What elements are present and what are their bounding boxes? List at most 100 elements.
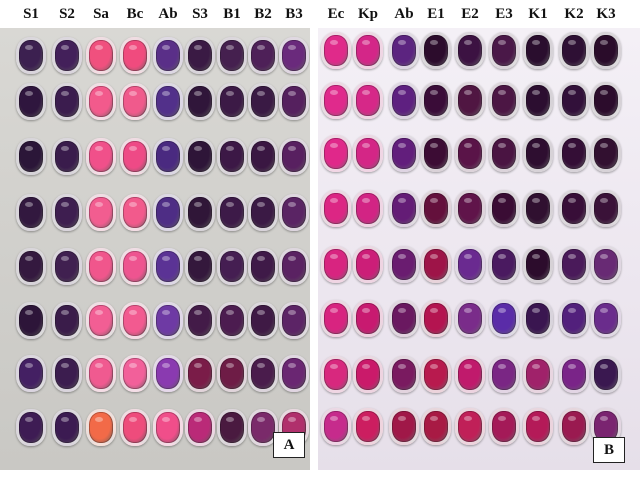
well (591, 246, 621, 283)
well (185, 302, 215, 339)
well (321, 246, 351, 283)
well (455, 190, 485, 227)
well (353, 408, 383, 445)
well (455, 135, 485, 172)
well (217, 138, 247, 175)
well (153, 248, 183, 285)
well (279, 302, 309, 339)
well (16, 37, 46, 74)
well (389, 82, 419, 119)
well (86, 37, 116, 74)
well (52, 248, 82, 285)
well (523, 408, 553, 445)
well (353, 190, 383, 227)
well (217, 194, 247, 231)
well (16, 248, 46, 285)
well (489, 82, 519, 119)
well (86, 194, 116, 231)
well (185, 37, 215, 74)
column-label: K1 (528, 6, 548, 22)
column-label: B3 (285, 6, 303, 22)
well (489, 135, 519, 172)
well (185, 194, 215, 231)
well (591, 82, 621, 119)
well (559, 190, 589, 227)
panel-a: S1 S2 Sa Bc Ab S3 B1 B2 B3 A (0, 0, 310, 470)
column-label: Ec (327, 6, 345, 22)
panel-label: A (273, 432, 305, 458)
column-label: Ab (394, 6, 414, 22)
column-label: S3 (192, 6, 208, 22)
column-label: E2 (461, 6, 479, 22)
well (389, 32, 419, 69)
well (591, 190, 621, 227)
panel-label: B (593, 437, 625, 463)
well (489, 32, 519, 69)
well (153, 194, 183, 231)
well (489, 300, 519, 337)
well (523, 190, 553, 227)
well (217, 409, 247, 446)
well (153, 37, 183, 74)
well (16, 83, 46, 120)
well (489, 246, 519, 283)
well (217, 248, 247, 285)
well (421, 408, 451, 445)
well (52, 83, 82, 120)
well (421, 356, 451, 393)
well (16, 409, 46, 446)
well (153, 355, 183, 392)
well (120, 138, 150, 175)
well (353, 32, 383, 69)
well (52, 138, 82, 175)
well (523, 300, 553, 337)
column-label: Sa (93, 6, 109, 22)
well (248, 194, 278, 231)
well (16, 194, 46, 231)
well (248, 83, 278, 120)
well (489, 408, 519, 445)
well (523, 246, 553, 283)
well (52, 37, 82, 74)
well-plate (318, 28, 640, 470)
well (421, 82, 451, 119)
well (455, 82, 485, 119)
well (591, 135, 621, 172)
well (279, 194, 309, 231)
well (455, 32, 485, 69)
well (559, 135, 589, 172)
well-plate (0, 28, 310, 470)
well (248, 302, 278, 339)
well (248, 138, 278, 175)
well (16, 138, 46, 175)
well (52, 194, 82, 231)
well (591, 356, 621, 393)
well (217, 355, 247, 392)
column-label: S2 (59, 6, 75, 22)
well (455, 300, 485, 337)
well (455, 246, 485, 283)
well (353, 246, 383, 283)
well (421, 246, 451, 283)
well (120, 248, 150, 285)
well (421, 135, 451, 172)
well (52, 355, 82, 392)
well (353, 356, 383, 393)
well (353, 135, 383, 172)
well (389, 190, 419, 227)
well (389, 356, 419, 393)
well (321, 300, 351, 337)
well (279, 138, 309, 175)
well (321, 135, 351, 172)
column-label: E1 (427, 6, 445, 22)
column-label: B2 (254, 6, 272, 22)
well (559, 356, 589, 393)
well (120, 355, 150, 392)
well (559, 300, 589, 337)
well (153, 409, 183, 446)
well (217, 37, 247, 74)
well (185, 355, 215, 392)
well (523, 135, 553, 172)
well (559, 32, 589, 69)
well (120, 194, 150, 231)
